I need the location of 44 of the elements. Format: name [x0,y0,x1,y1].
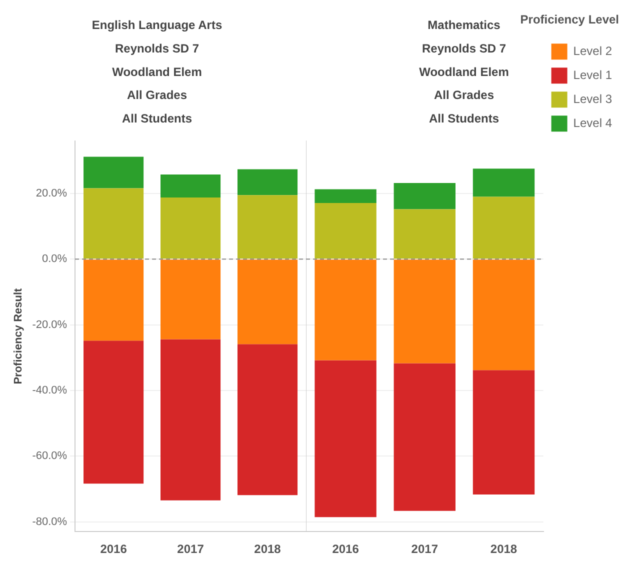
bar [237,169,298,196]
y-tick-label: -40.0% [32,384,68,396]
chart-title: English Language Arts Reynolds SD 7 Woodland Elem All Grades All Students [92,18,222,126]
y-axis-title: Proficiency Result [12,288,25,384]
bar [472,260,535,370]
chart-title: Mathematics Reynolds SD 7 Woodland Elem All Grades All Students [419,18,509,126]
x-tick-label: 2017 [411,542,438,556]
bar [160,197,221,259]
y-tick-label: 0.0% [42,253,68,266]
bar [237,195,298,259]
legend-label: Level 2 [573,44,612,58]
bar [84,188,144,259]
bar [84,340,144,484]
bar [394,363,456,511]
bar [394,209,456,259]
bar [84,156,144,188]
legend-label: Level 4 [573,116,612,130]
bar [314,189,376,204]
bar [472,168,535,197]
bar [472,370,535,495]
bar [237,260,298,344]
y-tick-label: 20.0% [36,188,68,200]
bar [472,196,535,259]
legend-label: Level 3 [573,92,612,106]
legend-label: Level 1 [573,68,612,82]
x-tick-label: 2017 [177,542,204,556]
bar [314,203,376,259]
x-tick-label: 2018 [490,542,518,556]
y-tick-label: -20.0% [32,318,68,331]
bar [84,260,144,341]
bar [237,344,298,496]
x-tick-label: 2018 [254,542,282,556]
legend-title: Proficiency Level [520,12,620,26]
bar [160,339,221,500]
x-tick-label: 2016 [100,542,128,556]
bar [160,260,221,340]
bar [394,183,456,210]
bar [314,360,376,518]
y-tick-label: -80.0% [32,516,68,528]
bar [314,260,376,360]
x-tick-label: 2016 [332,542,360,556]
bar [160,174,221,198]
bar [394,260,456,364]
y-tick-label: -60.0% [32,450,68,462]
